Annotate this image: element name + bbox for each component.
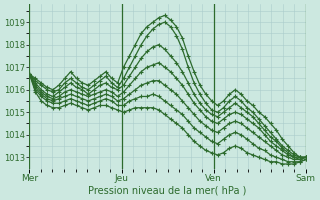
- X-axis label: Pression niveau de la mer( hPa ): Pression niveau de la mer( hPa ): [88, 186, 247, 196]
